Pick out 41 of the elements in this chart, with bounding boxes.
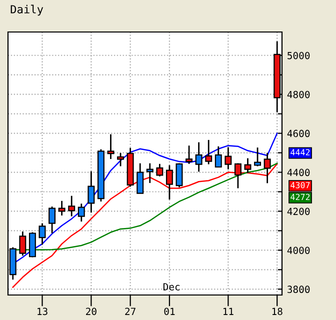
candlestick: [156, 163, 164, 178]
x-tick-label: 13: [38, 308, 48, 316]
y-tick-label: 4200: [287, 208, 310, 216]
y-tick-label: 4000: [287, 246, 310, 254]
candlestick: [186, 144, 193, 165]
text: 4442: [290, 149, 310, 156]
text: 4307: [290, 182, 310, 188]
candlestick: [146, 162, 154, 184]
candlestick: [136, 162, 144, 194]
candlestick: [264, 152, 271, 184]
candlestick: [107, 134, 114, 160]
x-tick-label: 20: [86, 308, 96, 316]
candlestick: [78, 202, 85, 222]
x-tick-label: 18: [272, 308, 282, 316]
candlestick: [88, 170, 95, 214]
text: 4272: [290, 194, 310, 200]
x-tick-label: 11: [223, 308, 234, 315]
candlestick: [176, 162, 183, 188]
candlestick: [214, 146, 222, 168]
candlestick: [38, 222, 46, 246]
candlestick: [68, 195, 76, 217]
x-tick-label: 01: [164, 308, 175, 316]
y-tick-label: 3800: [288, 286, 310, 294]
y-tick-label: 4400: [287, 168, 310, 176]
candlestick: [117, 152, 124, 167]
candlestick: [58, 200, 66, 216]
chart-title: Daily: [10, 4, 44, 16]
candlestick: [195, 142, 202, 172]
candlestick: [19, 230, 26, 256]
annotation: Dec: [163, 283, 180, 290]
y-tick-label: 4800: [287, 90, 310, 98]
candlestick: [205, 139, 212, 165]
candlestick: [244, 158, 252, 174]
candlestick: [254, 146, 262, 167]
candlestick: [234, 162, 242, 189]
y-tick-label: 5000: [288, 52, 310, 60]
y-tick-label: 4600: [287, 130, 310, 138]
candlestick: [224, 146, 232, 170]
candlestick: [166, 164, 173, 200]
candlestick: [48, 206, 56, 234]
x-tick-label: 27: [125, 308, 136, 315]
